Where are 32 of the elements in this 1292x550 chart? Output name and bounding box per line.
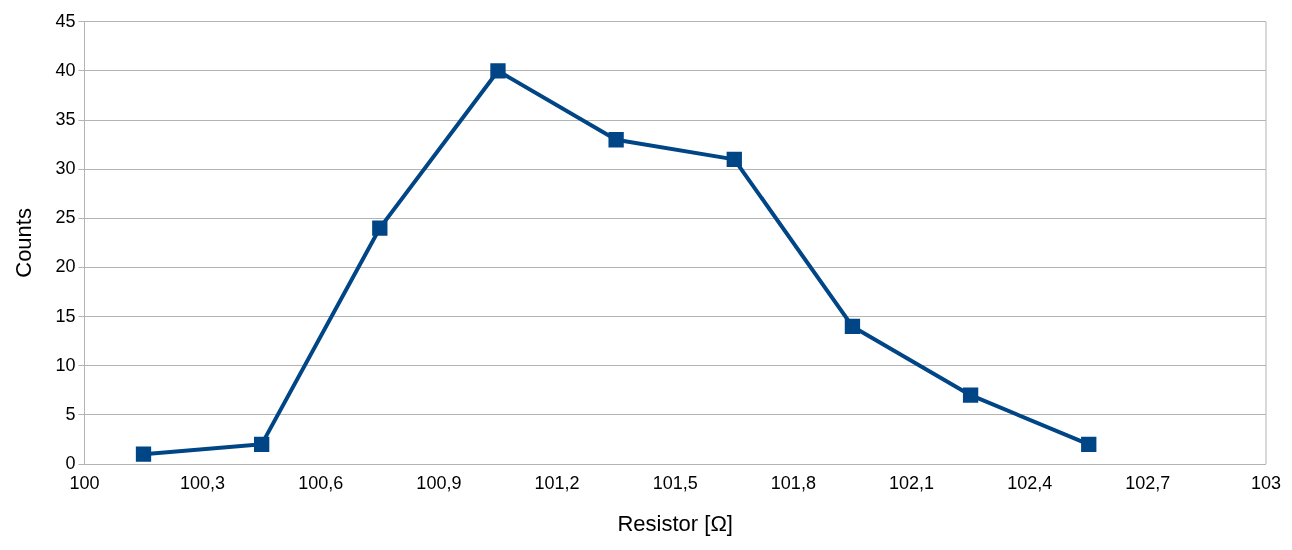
x-tick-label: 101,8 [770,472,816,493]
x-tick-label: 103 [1250,472,1282,493]
x-tick-label: 101,2 [534,472,580,493]
y-axis-title: Counts [11,208,37,278]
y-tick-label: 10 [55,354,76,375]
y-tick-label: 35 [55,109,76,130]
point [844,318,861,335]
x-tick-label: 102,4 [1007,472,1053,493]
point [726,151,742,168]
y-tick-label: 15 [55,305,76,326]
point [1081,436,1097,452]
y-tick-label: 5 [65,403,76,424]
x-tick-label: 100 [69,472,100,493]
point [135,446,152,462]
y-tick-label: 25 [55,207,76,228]
y-tick-label: 20 [55,256,76,277]
y-tick-label: 30 [55,158,76,179]
y-tick-label: 45 [55,10,76,31]
x-tick-label: 100,3 [180,472,226,493]
x-tick-label: 101,5 [652,472,698,493]
y-tick-label: 0 [65,452,76,473]
x-axis-title: Resistor [Ω] [617,510,733,536]
x-tick-label: 102,7 [1125,472,1171,493]
point [254,436,270,452]
point [962,387,979,403]
y-tick-label: 40 [55,59,76,80]
point [608,132,624,148]
point [490,63,506,79]
point [372,220,388,236]
x-tick-label: 100,6 [298,472,344,493]
x-tick-label: 102,1 [888,472,935,493]
x-tick-label: 100,9 [416,472,462,493]
